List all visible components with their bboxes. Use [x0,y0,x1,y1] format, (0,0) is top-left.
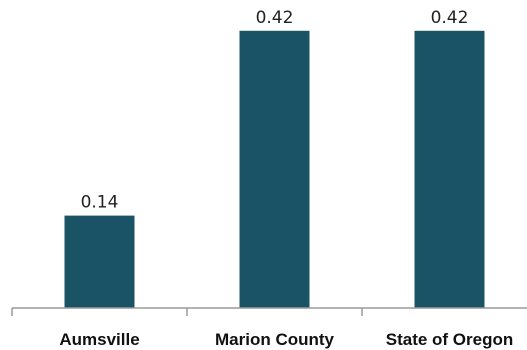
x-axis-ticks [11,308,363,316]
data-label: 0.42 [431,8,469,28]
bar-aumsville [64,215,135,308]
data-labels-group: 0.14 0.42 0.42 [81,8,469,213]
category-label: Marion County [215,330,335,349]
bars-group [64,30,485,309]
data-label: 0.14 [81,193,119,213]
category-label: Aumsville [59,330,139,349]
category-label: State of Oregon [386,330,514,349]
category-labels-group: Aumsville Marion County State of Oregon [59,330,513,349]
bar-marion-county [239,30,310,309]
data-label: 0.42 [256,8,294,28]
bar-state-of-oregon [414,30,485,309]
